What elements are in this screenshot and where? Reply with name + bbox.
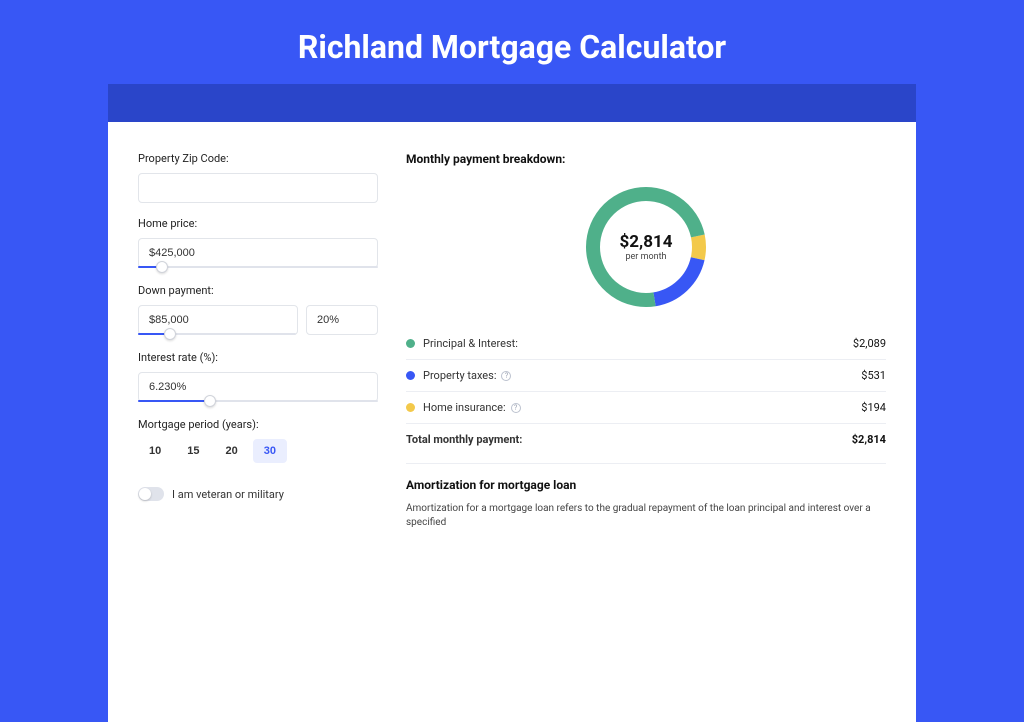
- home-price-input[interactable]: [138, 238, 378, 268]
- donut-sub: per month: [625, 252, 666, 262]
- legend-total-label: Total monthly payment:: [406, 433, 522, 446]
- slider-track: [138, 266, 378, 268]
- zip-field-group: Property Zip Code:: [138, 152, 378, 203]
- mortgage-period-group: Mortgage period (years): 10152030: [138, 418, 378, 463]
- legend-row: Property taxes:? $531: [406, 359, 886, 391]
- slider-thumb[interactable]: [204, 395, 216, 407]
- legend-label: Principal & Interest:: [423, 337, 518, 350]
- legend-row: Home insurance:? $194: [406, 391, 886, 423]
- donut-chart: $2,814 per month: [581, 182, 711, 312]
- legend-value: $531: [861, 369, 886, 382]
- calculator-card: Property Zip Code: Home price: Down paym…: [108, 122, 916, 722]
- interest-rate-group: Interest rate (%):: [138, 351, 378, 404]
- veteran-toggle-row: I am veteran or military: [138, 477, 378, 501]
- down-payment-amount-input[interactable]: [138, 305, 298, 335]
- page-title: Richland Mortgage Calculator: [0, 0, 1024, 84]
- legend-dot: [406, 371, 415, 380]
- info-icon[interactable]: ?: [501, 371, 511, 381]
- legend-row: Principal & Interest: $2,089: [406, 328, 886, 359]
- legend-dot: [406, 339, 415, 348]
- donut-center: $2,814 per month: [581, 182, 711, 312]
- period-options: 10152030: [138, 439, 378, 463]
- mortgage-period-label: Mortgage period (years):: [138, 418, 378, 431]
- interest-rate-label: Interest rate (%):: [138, 351, 378, 364]
- home-price-group: Home price:: [138, 217, 378, 270]
- legend-value: $194: [861, 401, 886, 414]
- form-column: Property Zip Code: Home price: Down paym…: [138, 152, 378, 722]
- legend-dot: [406, 403, 415, 412]
- veteran-toggle-label: I am veteran or military: [172, 488, 284, 501]
- period-option-10[interactable]: 10: [138, 439, 172, 463]
- down-payment-group: Down payment:: [138, 284, 378, 337]
- amortization-title: Amortization for mortgage loan: [406, 478, 886, 492]
- legend-label: Home insurance:: [423, 401, 506, 414]
- period-option-30[interactable]: 30: [253, 439, 287, 463]
- breakdown-column: Monthly payment breakdown: $2,814 per mo…: [406, 152, 886, 722]
- down-payment-percent-input[interactable]: [306, 305, 378, 335]
- interest-rate-input[interactable]: [138, 372, 378, 402]
- down-payment-label: Down payment:: [138, 284, 378, 297]
- veteran-toggle[interactable]: [138, 487, 164, 501]
- amortization-body: Amortization for a mortgage loan refers …: [406, 502, 886, 530]
- period-option-15[interactable]: 15: [176, 439, 210, 463]
- interest-rate-slider[interactable]: [138, 400, 378, 404]
- legend: Principal & Interest: $2,089 Property taxe…: [406, 328, 886, 455]
- donut-container: $2,814 per month: [406, 178, 886, 328]
- legend-total-value: $2,814: [852, 433, 886, 446]
- header-accent-bar: [108, 84, 916, 122]
- donut-amount: $2,814: [620, 232, 673, 252]
- amortization-section: Amortization for mortgage loan Amortizat…: [406, 463, 886, 530]
- legend-label: Property taxes:: [423, 369, 496, 382]
- home-price-label: Home price:: [138, 217, 378, 230]
- toggle-knob: [139, 488, 151, 500]
- slider-thumb[interactable]: [164, 328, 176, 340]
- slider-fill: [138, 400, 210, 402]
- period-option-20[interactable]: 20: [215, 439, 249, 463]
- zip-input[interactable]: [138, 173, 378, 203]
- legend-value: $2,089: [853, 337, 886, 350]
- slider-thumb[interactable]: [156, 261, 168, 273]
- info-icon[interactable]: ?: [511, 403, 521, 413]
- down-payment-slider[interactable]: [138, 333, 296, 337]
- legend-total-row: Total monthly payment: $2,814: [406, 423, 886, 455]
- home-price-slider[interactable]: [138, 266, 378, 270]
- zip-label: Property Zip Code:: [138, 152, 378, 165]
- breakdown-title: Monthly payment breakdown:: [406, 152, 886, 166]
